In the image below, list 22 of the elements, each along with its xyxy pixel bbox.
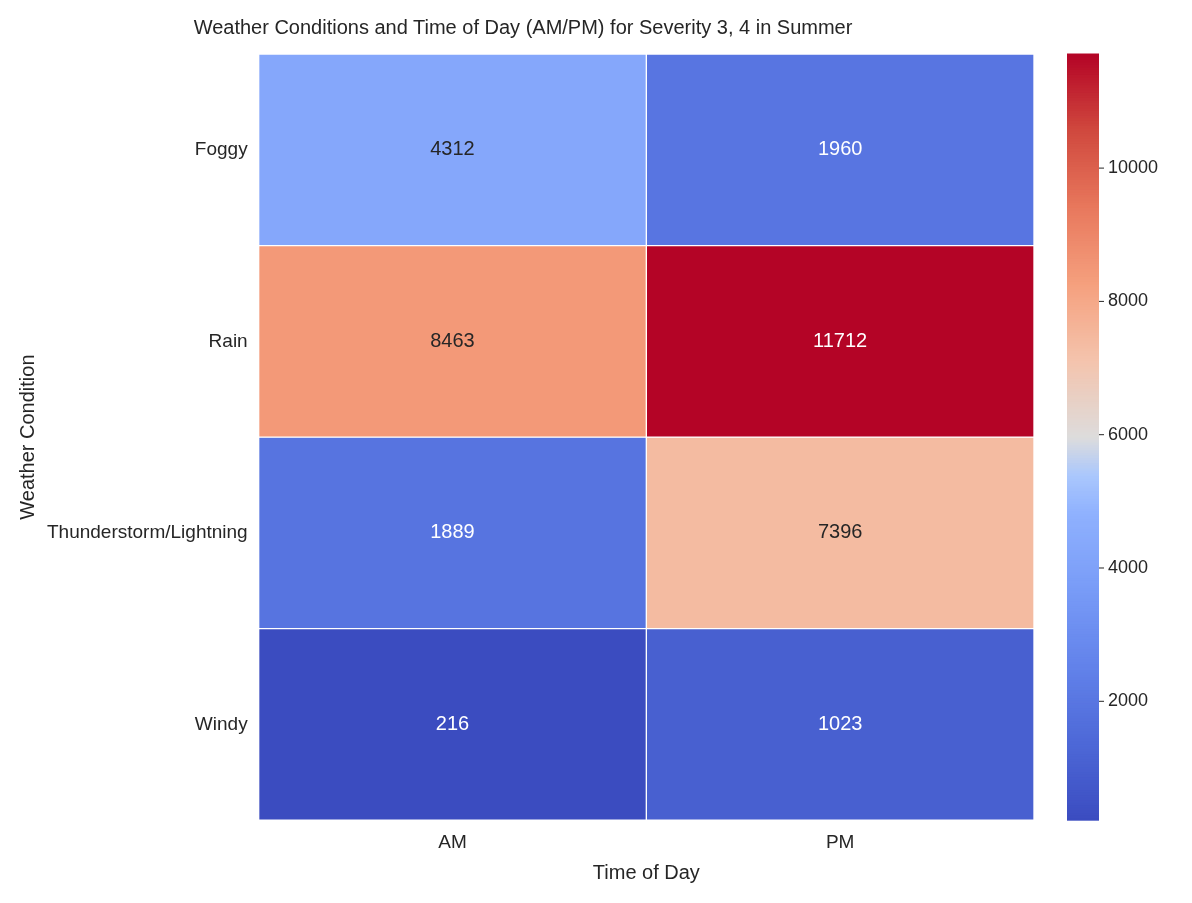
- y-tick-label: Foggy: [194, 138, 249, 160]
- color-bar-label: 8000: [1108, 290, 1149, 311]
- data-label: 216: [435, 711, 470, 734]
- y-tick-label: Windy: [194, 712, 249, 734]
- chart-title: Weather Conditions and Time of Day (AM/PM) for Severity 3, 4 in Summer: [193, 15, 853, 38]
- y-tick-label: Rain: [208, 329, 248, 351]
- color-bar-label: 10000: [1108, 157, 1159, 178]
- data-label: 7396: [817, 520, 863, 543]
- color-bar-label: 2000: [1108, 690, 1149, 711]
- x-axis-title: Time of Day: [592, 860, 700, 883]
- data-label: 8463: [430, 328, 475, 351]
- data-label: 4312: [430, 137, 475, 160]
- data-label: 11712: [813, 328, 868, 351]
- y-tick-label: Thunderstorm/Lightning: [47, 521, 248, 543]
- data-label: 1023: [817, 711, 863, 734]
- x-tick-label: PM: [825, 830, 855, 852]
- color-bar-label: 6000: [1108, 423, 1149, 444]
- color-bar-label: 4000: [1108, 556, 1149, 577]
- y-axis-title: Weather Condition: [15, 354, 38, 520]
- data-label: 1889: [430, 520, 475, 543]
- x-tick-label: AM: [438, 830, 467, 852]
- data-label: 1960: [817, 137, 863, 160]
